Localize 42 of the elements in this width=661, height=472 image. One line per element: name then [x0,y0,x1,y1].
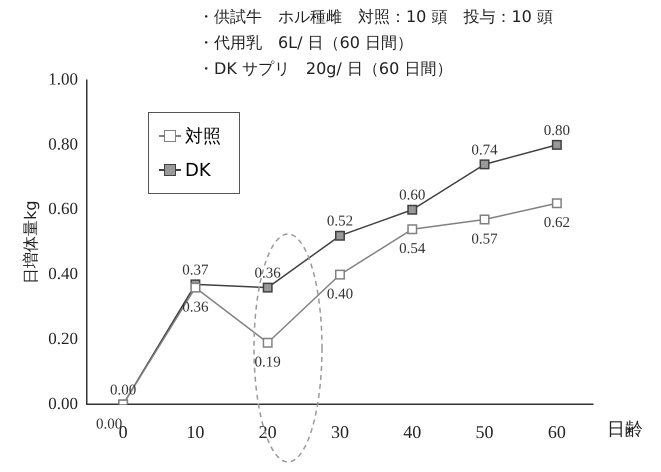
legend-label: 対照 [185,125,221,148]
y-tick-label: 0.80 [48,134,78,154]
data-label: 0.80 [544,122,570,139]
text: ・供試牛 ホル種雌 対照：10 頭 投与：10 頭 [198,7,553,26]
x-axis-title: 日齢 [607,419,643,440]
point [480,159,490,170]
text: ・代用乳 6L/ 日（60 日間） [198,33,414,52]
data-label: 0.60 [399,188,426,204]
point [480,214,490,224]
y-tick-label: 0.60 [48,199,78,218]
data-label: 0.19 [254,354,281,371]
y-tick-label: 0.20 [48,328,78,348]
y-axis-title: 日増体量kg [20,200,40,284]
data-label: 0.37 [182,262,210,278]
x-tick-label: 50 [476,422,494,442]
y-tick-label: 1.00 [48,69,78,88]
x-tick-label: 60 [548,422,566,442]
x-tick-label: 10 [186,422,204,442]
data-label: 0.52 [326,214,354,230]
point [262,282,273,293]
point [407,224,418,234]
legend-label: DK [185,160,211,180]
data-label: 0.74 [471,142,498,158]
text: ・DK サプリ 20g/ 日（60 日間） [198,59,452,78]
point [262,338,273,348]
y-tick-label: 0.40 [48,264,78,284]
x-tick-label: 40 [403,422,422,442]
data-label: 0.36 [254,266,282,282]
data-label: 0.40 [326,286,354,303]
point [334,230,345,241]
y-tick-label: 0.00 [48,394,78,413]
data-label: 0.54 [399,241,426,258]
data-label: 0.57 [471,231,498,248]
data-label: 0.62 [544,215,570,232]
data-label: 0.36 [182,300,210,316]
point [334,270,345,280]
point [552,198,562,208]
x-tick-label: 30 [330,422,349,442]
point [407,204,418,215]
point [190,282,200,293]
point [552,140,562,150]
x-tick-label: 20 [258,422,277,442]
